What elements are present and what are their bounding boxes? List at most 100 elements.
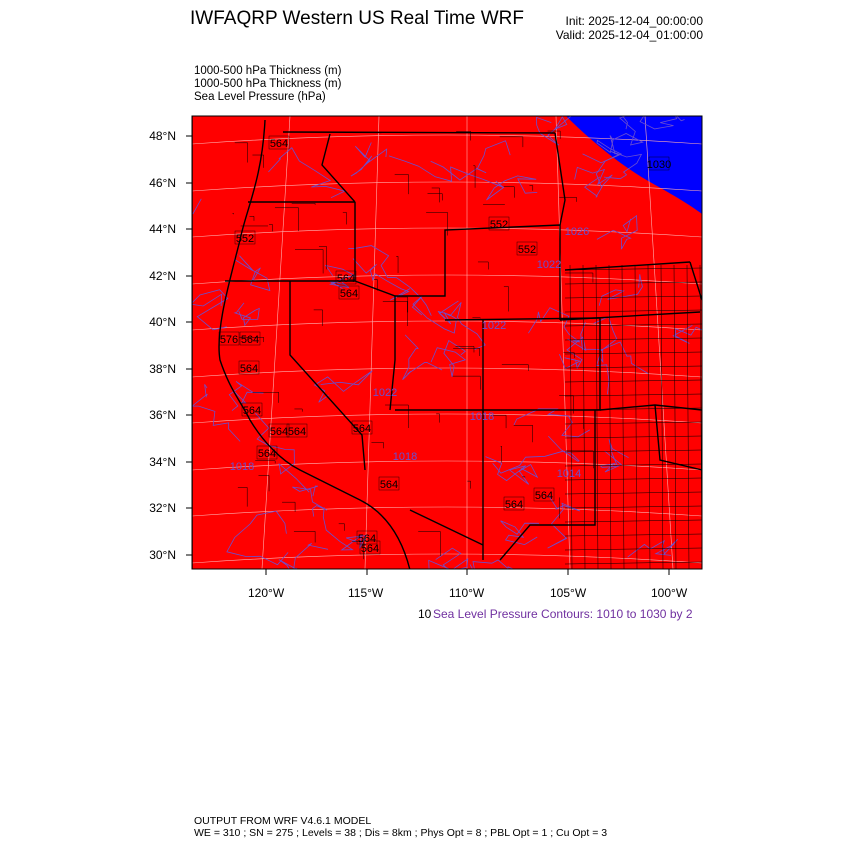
- county-line: [564, 547, 702, 551]
- thickness-label: 564: [258, 448, 276, 460]
- county-line: [431, 187, 440, 203]
- county-line: [294, 408, 303, 412]
- label-box: [488, 216, 510, 231]
- slp-contour-line: [278, 542, 329, 569]
- county-line: [564, 309, 702, 313]
- county-line: [547, 130, 561, 139]
- parallel: [192, 460, 702, 471]
- county-line: [565, 409, 584, 429]
- label-box: [378, 476, 400, 491]
- parallel: [192, 181, 702, 192]
- county-line: [564, 323, 702, 327]
- thickness-label: 564: [270, 138, 288, 150]
- slp-label: 1026: [565, 226, 589, 238]
- county-line: [382, 301, 408, 327]
- label-box: [533, 487, 555, 502]
- county-line: [522, 476, 526, 478]
- legend-cut-text: 10: [418, 607, 432, 621]
- time-info: Init: 2025-12-04_00:00:00 Valid: 2025-12…: [556, 14, 703, 42]
- parallel: [192, 274, 702, 285]
- county-line: [232, 213, 234, 215]
- county-line: [564, 281, 702, 285]
- label-box: [356, 530, 378, 545]
- slp-contour-line: [348, 245, 432, 316]
- county-line: [472, 317, 481, 319]
- thickness-label: 1030: [647, 159, 671, 171]
- lon-tick-label: 105°W: [550, 586, 587, 600]
- county-line: [385, 404, 409, 429]
- thickness-label: 552: [518, 244, 536, 256]
- county-line: [634, 264, 638, 569]
- county-line: [294, 249, 324, 274]
- county-line: [564, 491, 702, 495]
- label-box: [338, 285, 360, 300]
- state-borders: [192, 116, 702, 569]
- county-line: [452, 375, 481, 390]
- county-line: [564, 449, 702, 453]
- label-box: [503, 496, 525, 511]
- lat-tick-label: 48°N: [149, 129, 176, 143]
- slp-contour-line: [500, 520, 540, 546]
- county-line: [291, 203, 316, 205]
- label-box: [218, 331, 240, 346]
- county-line: [456, 131, 471, 141]
- county-line: [255, 460, 276, 464]
- county-line: [394, 174, 409, 195]
- slp-contour-line: [486, 175, 538, 201]
- slp-contour-line: [428, 547, 469, 569]
- slp-contour-line: [233, 302, 260, 327]
- county-line: [282, 501, 296, 512]
- map-frame: [191, 115, 703, 570]
- slp-label: 1018: [393, 451, 417, 463]
- slp-contour-line: [388, 155, 504, 188]
- county-line: [249, 216, 255, 221]
- slp-contour-line: [430, 339, 467, 377]
- meridian: [555, 116, 571, 569]
- county-line: [564, 267, 702, 271]
- county-line: [477, 261, 489, 270]
- slp-contour-line: [672, 324, 702, 344]
- thickness-label: 564: [340, 288, 358, 300]
- slp-contour-legend: Sea Level Pressure Contours: 1010 to 103…: [433, 607, 693, 621]
- label-box: [286, 423, 308, 438]
- county-line: [342, 211, 347, 225]
- thickness-label: 552: [236, 233, 254, 245]
- field-label: 1000-500 hPa Thickness (m): [194, 78, 342, 90]
- county-line: [373, 279, 378, 291]
- county-line: [239, 336, 264, 343]
- slp-label: 1022: [482, 320, 506, 332]
- lat-tick-label: 46°N: [149, 176, 176, 190]
- county-line: [564, 393, 702, 397]
- axis-ticks: [186, 135, 670, 575]
- county-line: [352, 541, 364, 560]
- lon-tick-label: 120°W: [248, 586, 285, 600]
- county-line: [396, 256, 399, 273]
- slp-contour-line: [513, 408, 591, 438]
- county-line: [338, 523, 345, 531]
- slp-labels: 1018 1022 1022 1026 1018 1022 1014 1018: [230, 226, 589, 480]
- county-line: [274, 207, 299, 232]
- field-label: 1000-500 hPa Thickness (m): [194, 65, 342, 77]
- county-line: [252, 154, 264, 168]
- county-line: [582, 264, 586, 569]
- lon-tick-label: 100°W: [651, 586, 688, 600]
- label-box: [238, 360, 260, 375]
- county-line: [564, 505, 702, 509]
- county-line: [559, 395, 574, 414]
- parallel: [192, 553, 702, 564]
- county-line: [647, 264, 651, 569]
- thickness-label: 564: [361, 543, 379, 555]
- county-line: [564, 295, 702, 299]
- valid-time: Valid: 2025-12-04_01:00:00: [555, 28, 703, 42]
- slp-contour-line: [639, 116, 685, 130]
- county-line: [418, 531, 441, 556]
- county-line: [436, 413, 440, 423]
- slp-contour-line: [233, 254, 271, 292]
- county-line: [559, 196, 577, 202]
- slp-contour-line: [595, 135, 623, 189]
- lat-tick-label: 34°N: [149, 455, 176, 469]
- thickness-label: 564: [243, 405, 261, 417]
- slp-contour-line: [292, 485, 328, 517]
- thickness-label: 564: [241, 334, 259, 346]
- label-box: [648, 156, 670, 171]
